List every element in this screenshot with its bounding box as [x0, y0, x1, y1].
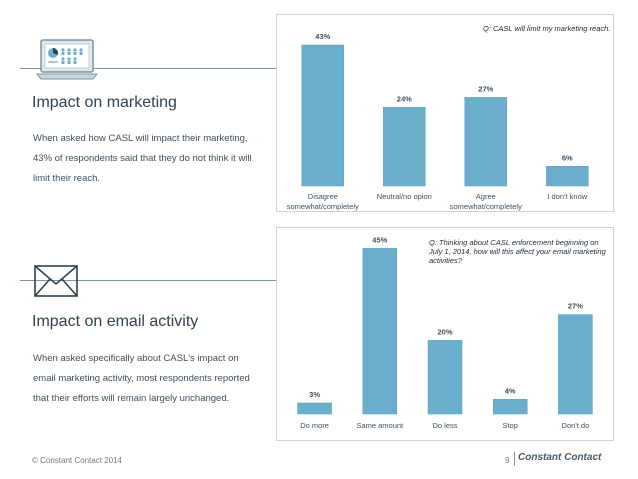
data-label: 27% [568, 302, 583, 311]
tick-label: Don't do [562, 421, 590, 430]
bar-0-1 [383, 107, 426, 187]
bar-1-3 [492, 399, 528, 415]
bar-1-2 [427, 340, 463, 415]
divider-line [20, 68, 276, 69]
copyright-text: © Constant Contact 2014 [32, 456, 122, 465]
tick-label: Do more [300, 421, 329, 430]
section-title-marketing: Impact on marketing [32, 94, 177, 111]
bar-1-0 [297, 402, 332, 415]
data-label: 27% [478, 84, 493, 93]
section-title-email: Impact on email activity [32, 313, 199, 330]
tick-label: Stop [502, 421, 517, 430]
chart-title-email: Q: Thinking about CASL enforcement begin… [429, 238, 606, 265]
tick-label: Do less [432, 421, 457, 430]
data-label: 4% [505, 386, 516, 395]
data-label: 24% [397, 94, 412, 103]
bar-0-2 [464, 97, 508, 187]
tick-label: Same amount [356, 421, 404, 430]
data-label: 6% [562, 153, 573, 162]
section-description-marketing: When asked how CASL will impact their ma… [33, 133, 252, 184]
divider-line [20, 280, 276, 281]
tick-label: somewhat/completely [287, 202, 359, 211]
tick-label: Neutral/no opion [377, 192, 432, 201]
brand-logo: Constant Contact [518, 452, 602, 463]
data-label: 20% [437, 327, 452, 336]
tick-label: somewhat/completely [450, 202, 522, 211]
tick-label: I don't know [547, 192, 587, 201]
page-number: 9 [505, 456, 510, 465]
bar-0-0 [301, 44, 345, 187]
data-label: 3% [309, 390, 320, 399]
section-description-email: When asked specifically about CASL's imp… [33, 353, 250, 404]
chart-title-marketing: Q: CASL will limit my marketing reach. [483, 24, 611, 33]
bar-1-4 [558, 314, 593, 415]
bar-1-1 [362, 248, 398, 415]
laptop-dashboard-icon [35, 38, 99, 87]
bar-0-3 [546, 166, 589, 187]
footer-divider [514, 452, 515, 466]
envelope-icon [34, 265, 78, 302]
tick-label: Agree [476, 192, 496, 201]
tick-label: Disagree [308, 192, 338, 201]
data-label: 45% [372, 235, 387, 244]
data-label: 43% [315, 32, 330, 41]
